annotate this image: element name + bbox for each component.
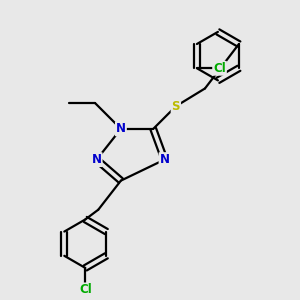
Text: N: N: [92, 153, 102, 166]
Text: S: S: [172, 100, 180, 113]
Text: Cl: Cl: [79, 284, 92, 296]
Text: Cl: Cl: [213, 62, 226, 75]
Text: N: N: [116, 122, 126, 135]
Text: N: N: [160, 153, 170, 166]
